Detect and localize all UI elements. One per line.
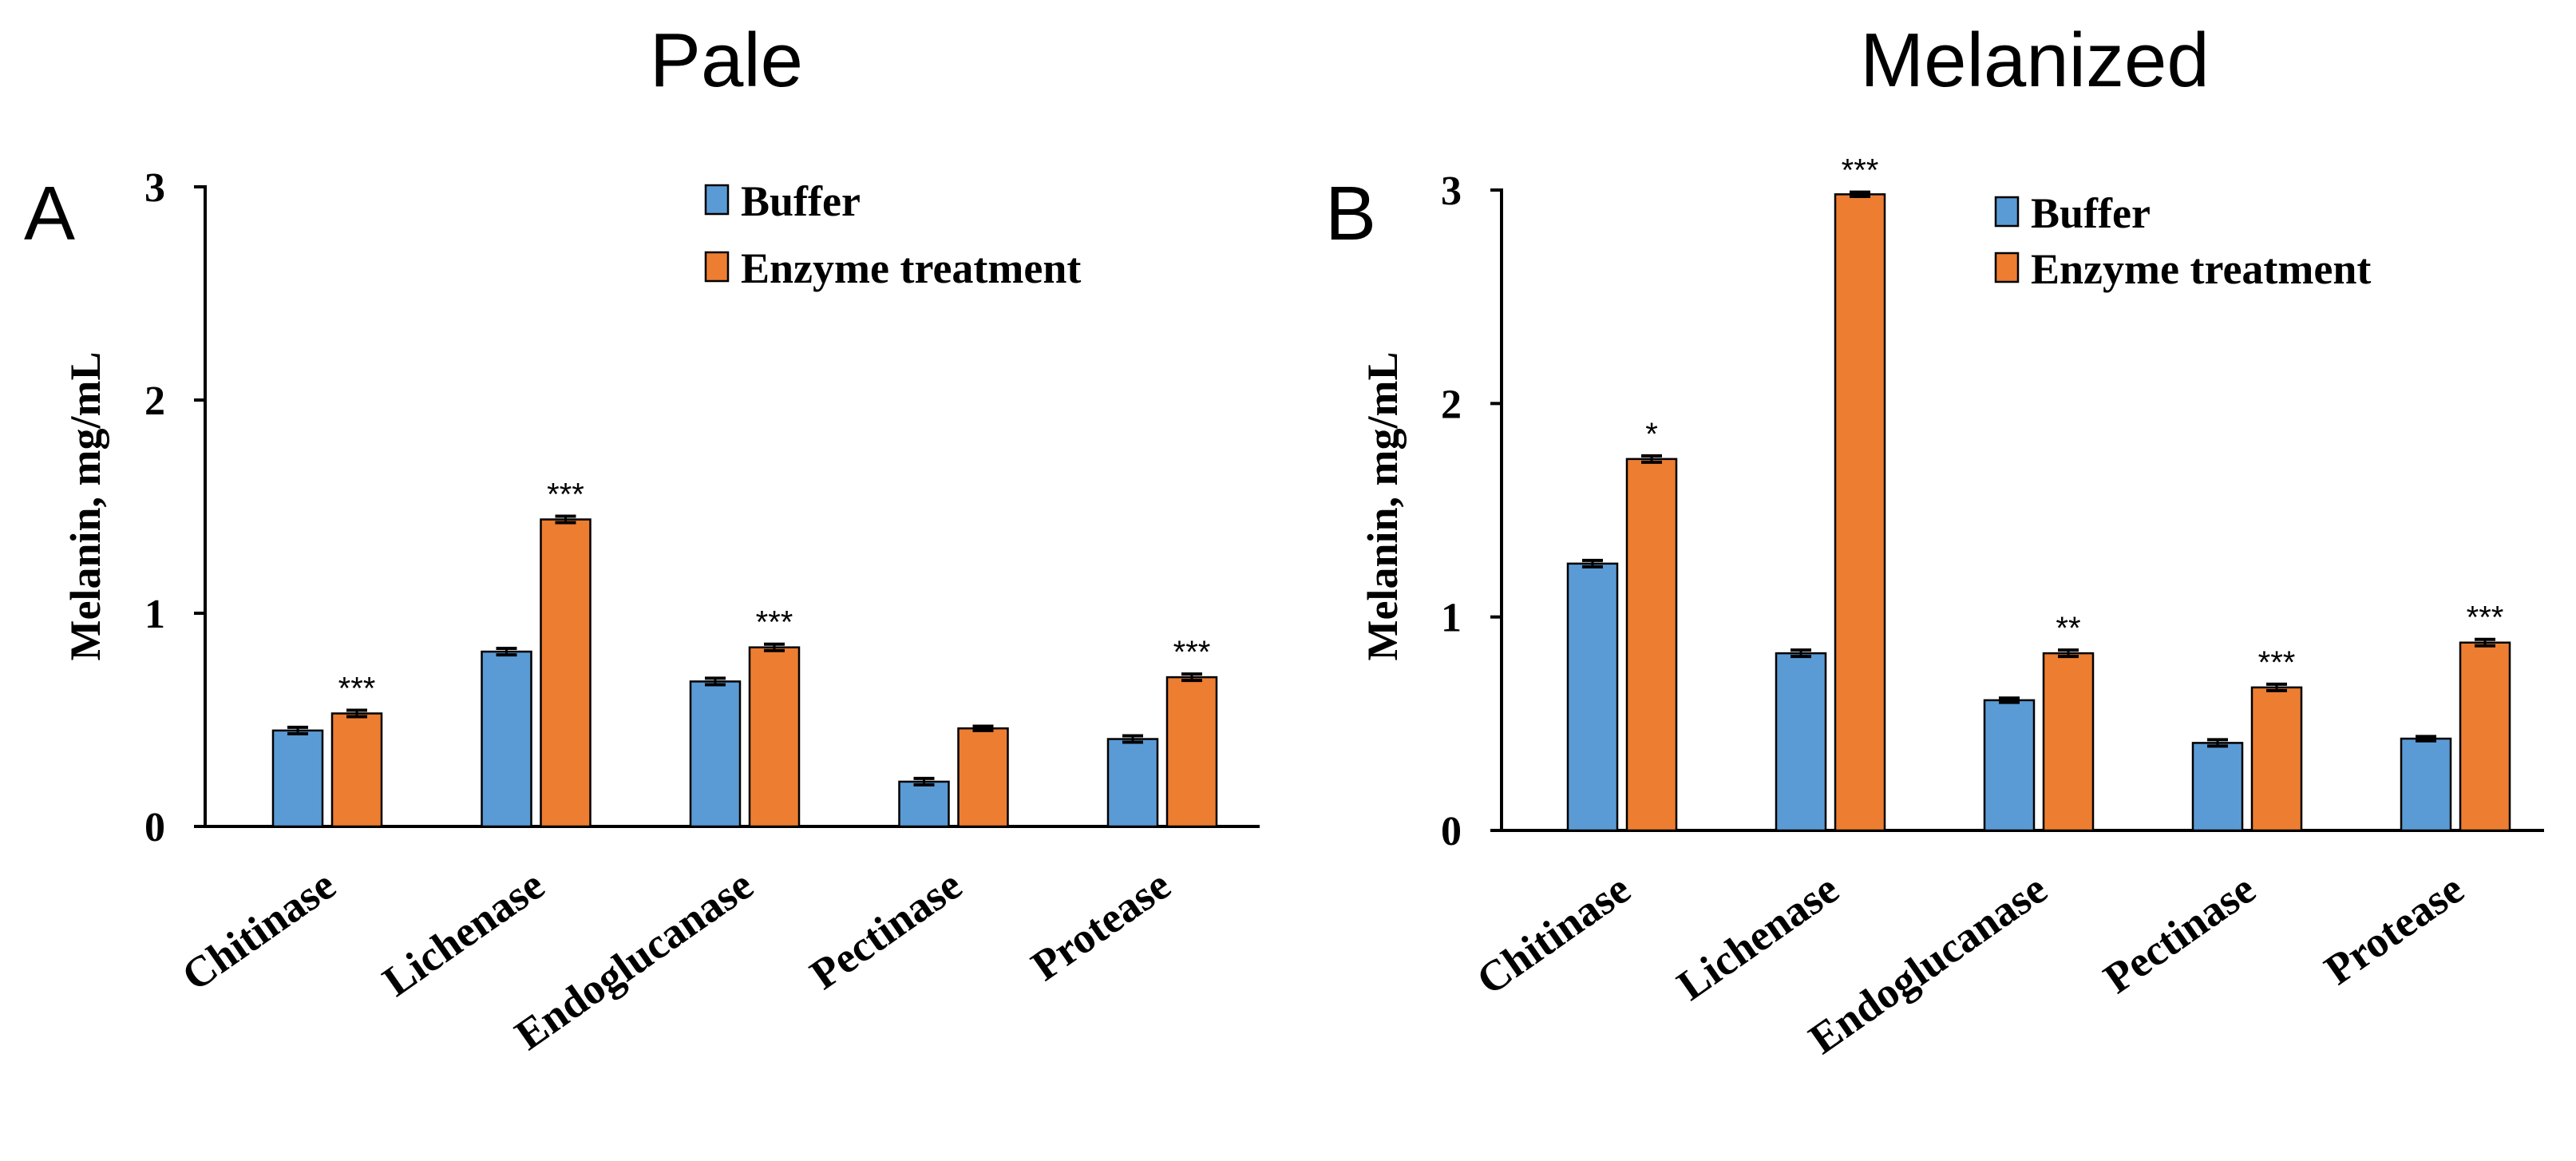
bar-buffer-pectinase bbox=[2191, 742, 2244, 832]
significance-mark: *** bbox=[338, 671, 376, 706]
bar-enzyme-lichenase bbox=[1834, 193, 1886, 832]
bar-enzyme-endoglucanase bbox=[748, 646, 801, 828]
y-tick-label: 0 bbox=[1441, 809, 1462, 854]
bar-buffer-chitinase bbox=[1566, 562, 1619, 832]
significance-mark: *** bbox=[1173, 635, 1211, 670]
legend-label-buffer: Buffer bbox=[741, 177, 861, 225]
significance-mark: *** bbox=[1842, 153, 1879, 188]
chart-panel-a: Pale A Melanin, mg/mL 0 1 2 3 *** Chitinase *** Li… bbox=[24, 18, 1260, 1059]
legend-swatch-enzyme bbox=[704, 251, 730, 283]
y-tick-label: 1 bbox=[1441, 596, 1462, 641]
significance-mark: *** bbox=[2467, 600, 2504, 636]
chart-panel-b: Melanized B Melanin, mg/mL 0 1 2 3 * Chitinase **… bbox=[1325, 18, 2544, 1063]
x-tick-label: Chitinase bbox=[1468, 865, 1639, 1004]
significance-mark: * bbox=[1645, 417, 1658, 452]
panel-label: A bbox=[24, 171, 75, 256]
legend-label-enzyme: Enzyme treatment bbox=[2031, 245, 2371, 293]
significance-mark: *** bbox=[756, 605, 793, 640]
bar-enzyme-protease bbox=[2459, 641, 2511, 832]
y-tick-label: 3 bbox=[1441, 168, 1462, 214]
bar-buffer-protease bbox=[1106, 738, 1159, 828]
chart-title: Pale bbox=[650, 18, 803, 103]
bar-enzyme-pectinase bbox=[2250, 686, 2303, 832]
bar-enzyme-endoglucanase bbox=[2042, 652, 2095, 832]
x-tick-label: Lichenase bbox=[1668, 865, 1847, 1010]
x-tick-label: Pectinase bbox=[2095, 865, 2264, 1003]
legend-swatch-buffer bbox=[1994, 196, 2020, 228]
bar-buffer-lichenase bbox=[481, 650, 532, 828]
x-tick-label: Pectinase bbox=[801, 861, 970, 999]
x-tick-label: Protease bbox=[1023, 861, 1179, 990]
y-axis-label: Melanin, mg/mL bbox=[1359, 352, 1407, 661]
y-tick-label: 1 bbox=[144, 592, 165, 637]
chart-title: Melanized bbox=[1860, 18, 2210, 103]
panel-label: B bbox=[1325, 171, 1376, 256]
bar-buffer-chitinase bbox=[271, 729, 324, 828]
legend-swatch-enzyme bbox=[1994, 252, 2020, 283]
significance-mark: *** bbox=[547, 477, 584, 513]
y-tick-label: 0 bbox=[144, 805, 165, 850]
legend-swatch-buffer bbox=[704, 184, 730, 216]
legend-label-buffer: Buffer bbox=[2031, 189, 2151, 237]
y-tick-label: 3 bbox=[144, 165, 165, 211]
bar-buffer-pectinase bbox=[898, 780, 950, 828]
bar-buffer-endoglucanase bbox=[1983, 699, 2036, 832]
y-tick-label: 2 bbox=[1441, 382, 1462, 427]
legend-label-enzyme: Enzyme treatment bbox=[741, 244, 1081, 292]
significance-mark: *** bbox=[2258, 645, 2296, 680]
bar-enzyme-lichenase bbox=[540, 518, 592, 828]
y-tick-label: 2 bbox=[144, 378, 165, 424]
bar-enzyme-chitinase bbox=[330, 712, 383, 828]
x-tick-label: Chitinase bbox=[173, 861, 344, 1001]
significance-mark: ** bbox=[2056, 611, 2080, 646]
x-tick-label: Protease bbox=[2316, 865, 2472, 994]
bar-buffer-lichenase bbox=[1775, 652, 1827, 832]
bar-enzyme-protease bbox=[1165, 676, 1218, 828]
bar-enzyme-pectinase bbox=[957, 727, 1009, 828]
y-axis-label: Melanin, mg/mL bbox=[61, 352, 109, 661]
bar-buffer-protease bbox=[2400, 737, 2452, 832]
x-tick-label: Lichenase bbox=[374, 861, 553, 1006]
bar-enzyme-chitinase bbox=[1625, 458, 1678, 832]
bar-buffer-endoglucanase bbox=[689, 680, 742, 828]
